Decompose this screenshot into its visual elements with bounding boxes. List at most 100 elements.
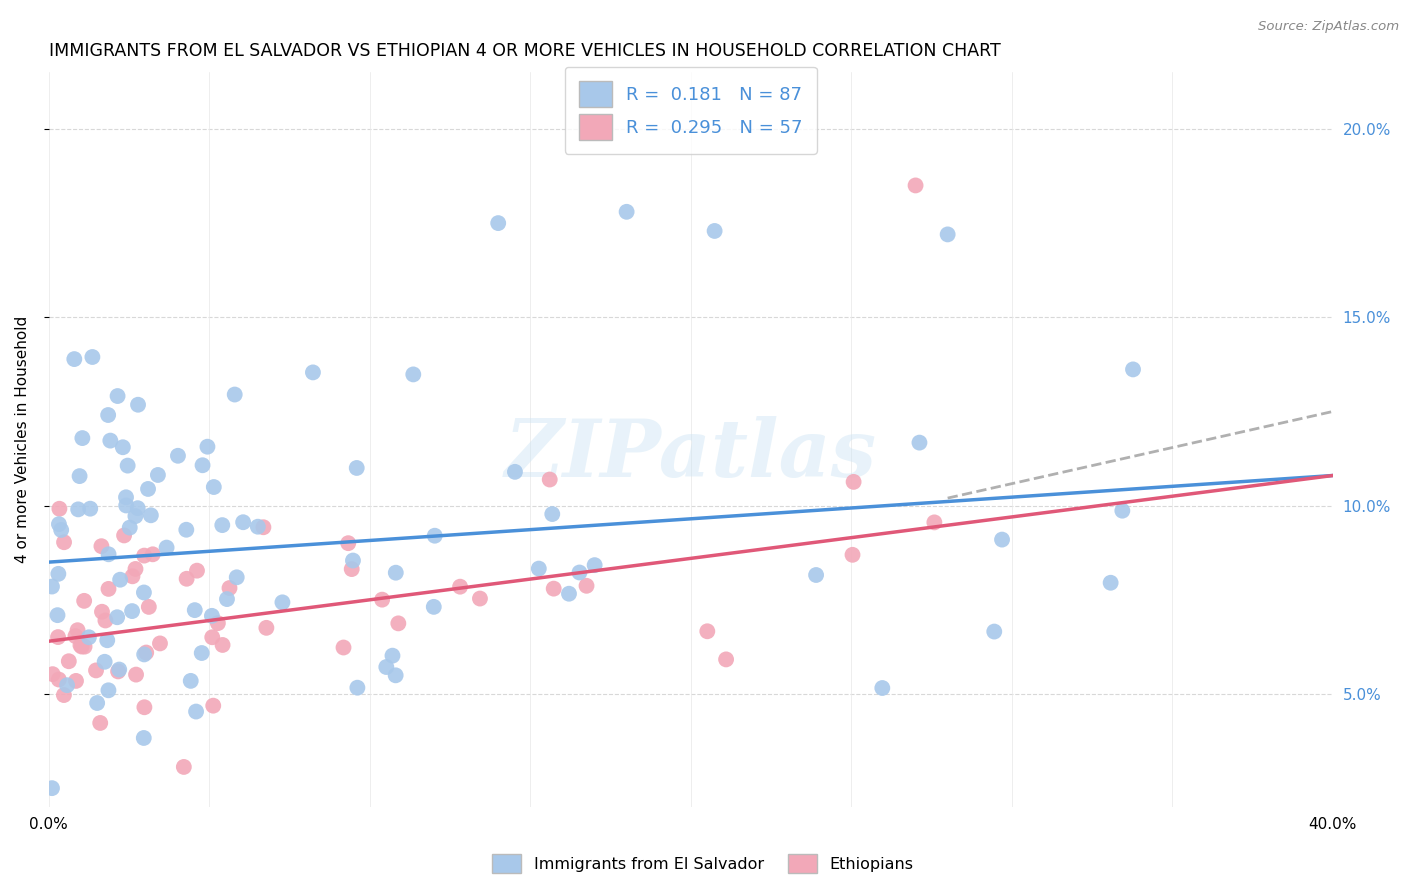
Point [65, 629, 87, 643]
Point [423, 599, 446, 614]
Point [703, 224, 725, 238]
Point [616, 204, 638, 219]
Point [271, 595, 294, 609]
Point [842, 475, 865, 489]
Text: IMMIGRANTS FROM EL SALVADOR VS ETHIOPIAN 4 OR MORE VEHICLES IN HOUSEHOLD CORRELA: IMMIGRANTS FROM EL SALVADOR VS ETHIOPIAN… [49, 42, 1001, 60]
Point [117, 458, 139, 473]
Point [127, 501, 149, 516]
Point [127, 398, 149, 412]
Point [202, 480, 225, 494]
Point [527, 561, 550, 575]
Point [541, 507, 564, 521]
Point [696, 624, 718, 639]
Point [201, 630, 224, 644]
Point [65, 673, 87, 688]
Point [538, 473, 561, 487]
Point [73, 640, 96, 654]
Point [184, 603, 207, 617]
Point [342, 553, 364, 567]
Point [543, 582, 565, 596]
Point [134, 549, 156, 563]
Point [468, 591, 491, 606]
Point [371, 592, 394, 607]
Point [115, 499, 138, 513]
Point [124, 509, 146, 524]
Point [118, 520, 141, 534]
Point [583, 558, 606, 573]
Point [136, 482, 159, 496]
Point [41, 781, 63, 796]
Point [41, 667, 63, 681]
Point [201, 608, 224, 623]
Point [190, 646, 212, 660]
Point [97, 408, 120, 422]
Point [155, 541, 177, 555]
Point [904, 178, 927, 193]
Point [52, 688, 75, 702]
Point [125, 667, 148, 681]
Point [91, 605, 114, 619]
Point [1099, 575, 1122, 590]
Point [804, 568, 827, 582]
Point [115, 491, 138, 505]
Point [108, 573, 131, 587]
Point [1111, 504, 1133, 518]
Point [134, 648, 156, 662]
Point [94, 614, 117, 628]
Point [142, 547, 165, 561]
Point [149, 636, 172, 650]
Point [84, 664, 107, 678]
Point [337, 536, 360, 550]
Point [568, 566, 591, 580]
Point [332, 640, 354, 655]
Point [107, 665, 129, 679]
Point [46, 630, 69, 644]
Point [46, 608, 69, 623]
Point [503, 465, 526, 479]
Point [173, 760, 195, 774]
Point [63, 352, 86, 367]
Point [1122, 362, 1144, 376]
Point [575, 579, 598, 593]
Point [924, 516, 946, 530]
Point [73, 594, 96, 608]
Point [72, 431, 94, 445]
Point [872, 681, 894, 695]
Point [124, 562, 146, 576]
Point [90, 539, 112, 553]
Point [98, 434, 121, 448]
Point [402, 368, 425, 382]
Point [302, 365, 325, 379]
Point [89, 715, 111, 730]
Point [53, 535, 76, 549]
Point [138, 599, 160, 614]
Point [111, 440, 134, 454]
Point [246, 519, 269, 533]
Point [132, 731, 155, 745]
Point [77, 630, 100, 644]
Point [70, 640, 93, 654]
Point [991, 533, 1014, 547]
Legend: R =  0.181   N = 87, R =  0.295   N = 57: R = 0.181 N = 87, R = 0.295 N = 57 [565, 67, 817, 154]
Point [97, 547, 120, 561]
Point [180, 673, 202, 688]
Point [218, 581, 240, 595]
Point [225, 570, 247, 584]
Point [184, 705, 207, 719]
Text: Source: ZipAtlas.com: Source: ZipAtlas.com [1258, 20, 1399, 33]
Point [252, 520, 274, 534]
Point [97, 582, 120, 596]
Point [224, 387, 246, 401]
Point [207, 616, 229, 631]
Point [56, 678, 79, 692]
Point [983, 624, 1005, 639]
Point [69, 638, 91, 652]
Point [82, 350, 104, 364]
Point [121, 569, 143, 583]
Point [558, 587, 581, 601]
Point [387, 616, 409, 631]
Point [714, 652, 737, 666]
Point [449, 580, 471, 594]
Point [105, 610, 128, 624]
Point [108, 663, 131, 677]
